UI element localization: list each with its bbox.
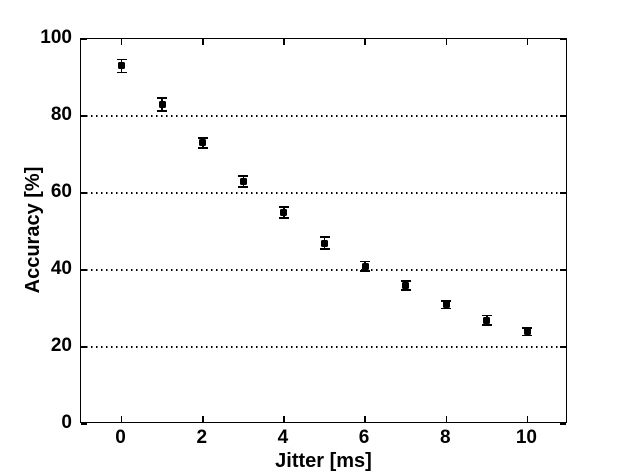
x-tick-label: 10 [515,427,537,448]
x-tick-bottom [283,416,285,422]
errorbar-cap-top [522,326,533,329]
errorbar-cap-top [116,58,127,61]
y-tick-right [560,269,566,271]
errorbar-cap-bottom [441,307,452,310]
errorbar-cap-bottom [157,109,168,112]
y-tick-left [81,38,87,40]
x-tick-top [364,39,366,45]
y-tick-label: 60 [50,181,72,202]
y-tick-label: 20 [50,335,72,356]
x-tick-bottom [526,416,529,422]
x-tick-top [120,39,123,45]
errorbar-cap-top [400,279,411,282]
y-tick-right [560,423,566,425]
errorbar-cap-bottom [400,289,411,291]
y-axis-label: Accuracy [%] [22,166,44,294]
y-tick-left [81,192,87,194]
x-axis-label: Jitter [ms] [275,450,372,472]
errorbar-cap-top [360,260,371,263]
y-tick-left [81,115,87,117]
y-gridline [81,269,566,271]
y-gridline [81,115,566,117]
data-point-marker [442,301,450,309]
y-tick-right [560,115,566,117]
errorbar-cap-top [481,314,492,317]
errorbar-cap-bottom [197,147,208,149]
x-tick-bottom [120,416,123,422]
x-tick-label: 2 [196,427,208,448]
data-point-marker [239,177,247,185]
y-tick-left [81,269,87,271]
y-tick-left [81,346,87,348]
x-tick-bottom [364,416,366,422]
errorbar-cap-bottom [522,334,533,337]
y-tick-label: 100 [40,27,72,48]
x-tick-label: 6 [358,427,370,448]
y-tick-label: 40 [50,258,72,279]
x-tick-bottom [202,416,204,422]
errorbar-cap-bottom [238,186,249,189]
errorbar-cap-bottom [319,248,330,251]
data-point-marker [361,262,369,270]
y-tick-right [560,38,566,40]
y-tick-right [560,192,566,194]
errorbar-cap-bottom [278,216,289,219]
data-point-marker [199,139,207,147]
data-point-marker [402,281,410,289]
data-point-marker [523,328,531,336]
data-point-marker [321,239,328,247]
x-tick-top [202,39,204,45]
data-point-marker [280,208,288,216]
y-tick-label: 80 [50,104,72,125]
errorbar-cap-top [157,97,168,100]
errorbar-cap-bottom [116,71,127,74]
x-tick-label: 0 [115,427,126,448]
data-point-marker [483,316,491,324]
plot-area [80,38,567,425]
x-tick-label: 8 [439,427,451,448]
errorbar-cap-top [197,137,208,139]
x-tick-top [445,39,447,45]
y-tick-label: 0 [61,412,72,433]
y-tick-left [81,423,87,425]
errorbar-cap-top [238,174,249,177]
x-tick-top [526,39,529,45]
x-tick-top [283,39,285,45]
errorbar-cap-bottom [481,323,492,326]
y-tick-right [560,346,566,348]
errorbar-cap-top [278,205,289,208]
data-point-marker [158,100,166,108]
y-gridline [81,192,566,194]
x-tick-bottom [445,416,447,422]
y-gridline [81,346,566,348]
errorbar-cap-bottom [360,269,371,272]
errorbar-cap-top [441,299,452,302]
data-point-marker [118,62,126,70]
x-tick-label: 4 [277,427,289,448]
errorbar-cap-top [319,235,330,238]
